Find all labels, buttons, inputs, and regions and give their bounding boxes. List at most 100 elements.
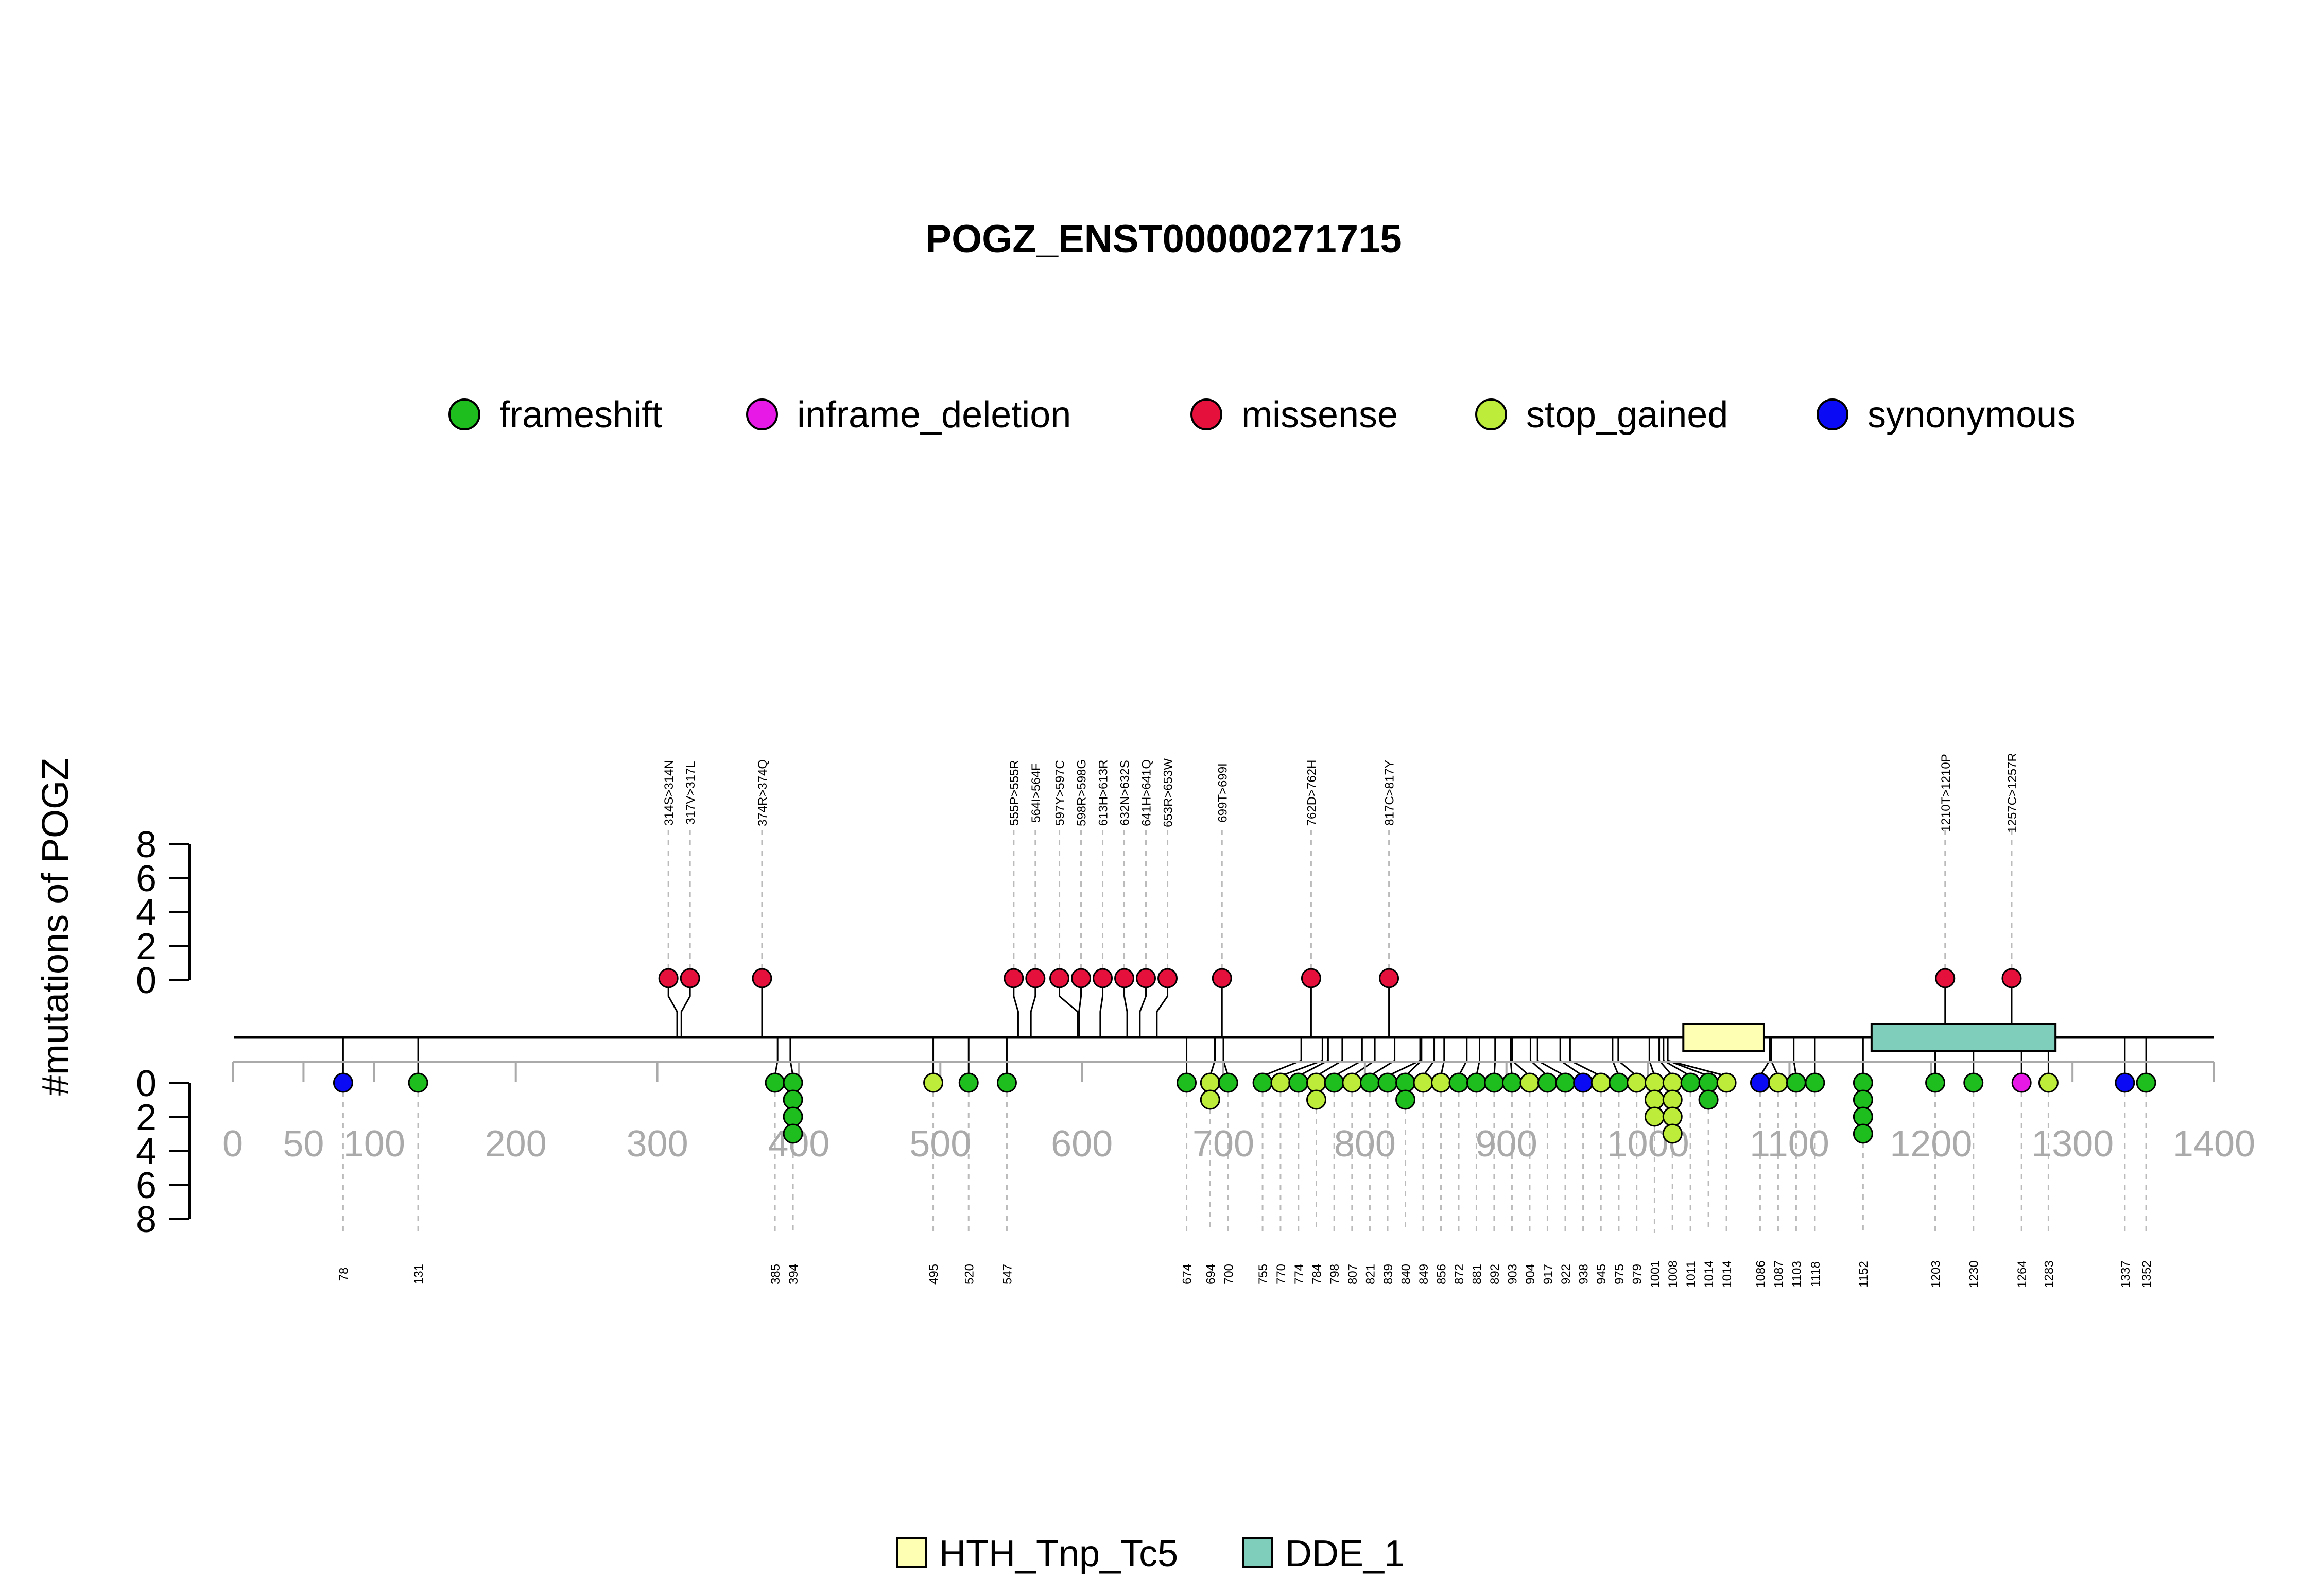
bottom-label-821-16: 821: [1363, 1264, 1377, 1285]
bottom-mark-1001-32-1: [1644, 1089, 1665, 1110]
legend-dot-synonymous: [1817, 398, 1848, 430]
bottom-mark-674-7-0: [1177, 1072, 1197, 1093]
bottom-mark-78-0-0: [333, 1072, 353, 1093]
top-mark-632: [1114, 968, 1135, 988]
x-tick-label-100: 100: [343, 1123, 405, 1165]
bottom-mark-840-18-1: [1395, 1089, 1416, 1110]
domain-hth-tnp-tc5: [1682, 1023, 1765, 1052]
top-label-597: 597Y>597C: [1053, 760, 1067, 825]
top-label-699: 699T>699I: [1216, 763, 1230, 822]
bottom-label-694-8: 694: [1204, 1264, 1218, 1285]
bottom-label-1118-40: 1118: [1809, 1261, 1823, 1287]
top-mark-317: [680, 968, 700, 988]
bottom-mark-700-9-0: [1218, 1072, 1238, 1093]
bottom-label-922-27: 922: [1559, 1264, 1573, 1285]
chart-title: POGZ_ENST00000271715: [925, 217, 1402, 261]
bottom-mark-520-5-0: [958, 1072, 979, 1093]
bottom-label-1337-46: 1337: [2119, 1260, 2133, 1288]
bottom-mark-1203-42-0: [1925, 1072, 1946, 1093]
bottom-mark-979-31-0: [1627, 1072, 1647, 1093]
bottom-mark-784-13-0: [1306, 1072, 1327, 1093]
bottom-mark-1337-46-0: [2115, 1072, 2135, 1093]
x-tick-label-200: 200: [485, 1123, 547, 1165]
bottom-label-394-3: 394: [787, 1264, 801, 1285]
bottom-label-904-25: 904: [1524, 1264, 1537, 1285]
top-mark-597: [1049, 968, 1070, 988]
legend-dot-frameshift: [448, 398, 480, 430]
bottom-mark-1352-47-0: [2136, 1072, 2156, 1093]
bottom-mark-856-20-0: [1431, 1072, 1451, 1093]
bottom-mark-394-3-1: [783, 1089, 803, 1110]
legend-label-stop-gained: stop_gained: [1526, 394, 1728, 436]
bottom-mark-945-29-0: [1590, 1072, 1611, 1093]
x-tick-label-600: 600: [1051, 1123, 1113, 1165]
bottom-label-840-18: 840: [1399, 1264, 1413, 1285]
bottom-label-755-10: 755: [1256, 1264, 1270, 1285]
bottom-label-547-6: 547: [1000, 1264, 1014, 1285]
legend-label-inframe-deletion: inframe_deletion: [797, 394, 1071, 436]
top-mark-598: [1071, 968, 1092, 988]
x-tick-label-1300: 1300: [2031, 1123, 2114, 1165]
bottom-mark-394-3-2: [783, 1106, 803, 1127]
x-tick-label-900: 900: [1476, 1123, 1537, 1165]
legend-label-missense: missense: [1241, 394, 1398, 436]
mutation-marks: [333, 968, 2156, 1144]
top-mark-653: [1157, 968, 1178, 988]
legend-dot-inframe-deletion: [746, 398, 778, 430]
top-mark-699: [1212, 968, 1232, 988]
bottom-mark-770-11-0: [1270, 1072, 1291, 1093]
bottom-mark-495-4-0: [923, 1072, 944, 1093]
y-bottom-tick-label-0: 0: [136, 1063, 157, 1104]
y-bottom-tick-label-6: 6: [136, 1165, 157, 1206]
top-label-598: 598R>598G: [1075, 759, 1089, 826]
x-tick-label-700: 700: [1192, 1123, 1254, 1165]
bottom-label-1008-33: 1008: [1666, 1260, 1680, 1288]
top-label-317: 317V>317L: [684, 761, 698, 824]
bottom-label-520-5: 520: [962, 1264, 976, 1285]
bottom-label-856-20: 856: [1435, 1264, 1449, 1285]
bottom-mark-881-22-0: [1466, 1072, 1486, 1093]
x-tick-label-500: 500: [909, 1123, 971, 1165]
domain-legend-box-dde-1: [1242, 1537, 1273, 1568]
protein-backbone: [234, 1023, 2214, 1052]
top-label-613: 613H>613R: [1097, 760, 1111, 826]
bottom-mark-922-27-0: [1555, 1072, 1576, 1093]
top-mark-613: [1093, 968, 1113, 988]
bottom-mark-385-2-0: [765, 1072, 785, 1093]
bottom-mark-892-23-0: [1484, 1072, 1505, 1093]
y-axis-label: #mutations of POGZ: [35, 758, 76, 1096]
bottom-mark-1011-34-0: [1680, 1072, 1701, 1093]
bottom-label-1152-41: 1152: [1857, 1261, 1871, 1288]
legend-dot-stop-gained: [1475, 398, 1507, 430]
domain-legend-label-hth-tnp-tc5: HTH_Tnp_Tc5: [939, 1533, 1178, 1574]
bottom-mark-904-25-0: [1519, 1072, 1540, 1093]
bottom-label-1011-34: 1011: [1684, 1261, 1698, 1288]
top-mark-374: [752, 968, 772, 988]
top-label-314: 314S>314N: [662, 760, 676, 825]
domain-legend-box-hth-tnp-tc5: [896, 1537, 927, 1568]
bottom-mark-1001-32-2: [1644, 1106, 1665, 1127]
bottom-mark-849-19-0: [1413, 1072, 1433, 1093]
domain-legend: HTH_Tnp_Tc5 DDE_1: [896, 1533, 1405, 1574]
bottom-label-903-24: 903: [1506, 1264, 1519, 1285]
bottom-label-849-19: 849: [1417, 1264, 1431, 1285]
bottom-mark-903-24-0: [1501, 1072, 1522, 1093]
x-tick-label-1100: 1100: [1750, 1123, 1829, 1165]
bottom-mark-774-12-0: [1288, 1072, 1309, 1093]
bottom-mark-821-16-0: [1359, 1072, 1380, 1093]
bottom-label-1352-47: 1352: [2140, 1260, 2154, 1288]
bottom-mark-872-21-0: [1448, 1072, 1469, 1093]
bottom-label-784-13: 784: [1310, 1264, 1324, 1285]
bottom-label-674-7: 674: [1181, 1264, 1195, 1285]
top-mark-314: [658, 968, 679, 988]
bottom-label-979-31: 979: [1631, 1264, 1645, 1285]
bottom-mark-1008-33-2: [1662, 1106, 1683, 1127]
top-mark-817: [1379, 968, 1399, 988]
bottom-label-1087-38: 1087: [1772, 1260, 1786, 1288]
bottom-mark-839-17-0: [1377, 1072, 1398, 1093]
bottom-label-700-9: 700: [1222, 1264, 1236, 1285]
top-label-641: 641H>641Q: [1140, 759, 1154, 826]
bottom-mark-547-6-0: [996, 1072, 1017, 1093]
bottom-mark-1230-43-0: [1963, 1072, 1984, 1093]
